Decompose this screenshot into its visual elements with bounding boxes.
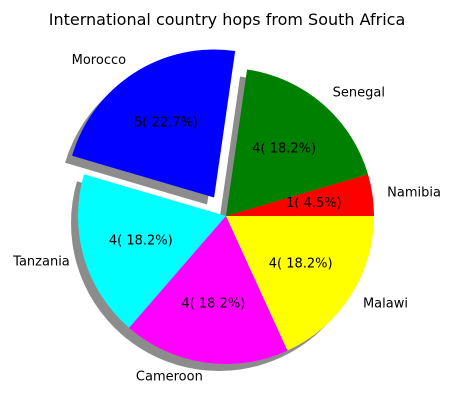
category-label-cameroon: Cameroon	[136, 370, 203, 385]
category-label-morocco: Morocco	[72, 53, 126, 68]
category-label-senegal: Senegal	[333, 85, 385, 100]
percent-label-tanzania: 4( 18.2%)	[109, 234, 173, 249]
percent-label-namibia: 1( 4.5%)	[286, 196, 342, 211]
category-label-namibia: Namibia	[387, 185, 441, 200]
percent-label-malawi: 4( 18.2%)	[269, 257, 333, 272]
slice-morocco	[72, 49, 236, 198]
slice-senegal	[226, 69, 369, 216]
percent-label-senegal: 4( 18.2%)	[252, 141, 316, 156]
pie-slices	[72, 49, 374, 365]
percent-label-morocco: 5( 22.7%)	[134, 115, 198, 130]
category-label-malawi: Malawi	[363, 297, 408, 312]
chart-title: International country hops from South Af…	[49, 10, 406, 29]
pie-labels: Namibia 1( 4.5%) Senegal 4( 18.2%) Morocco 5(…	[12, 53, 441, 385]
percent-label-cameroon: 4( 18.2%)	[181, 296, 245, 311]
slice-tanzania	[77, 174, 226, 328]
slice-cameroon	[129, 216, 288, 365]
category-label-tanzania: Tanzania	[12, 254, 70, 269]
slice-malawi	[226, 216, 374, 351]
slice-namibia	[226, 174, 374, 216]
